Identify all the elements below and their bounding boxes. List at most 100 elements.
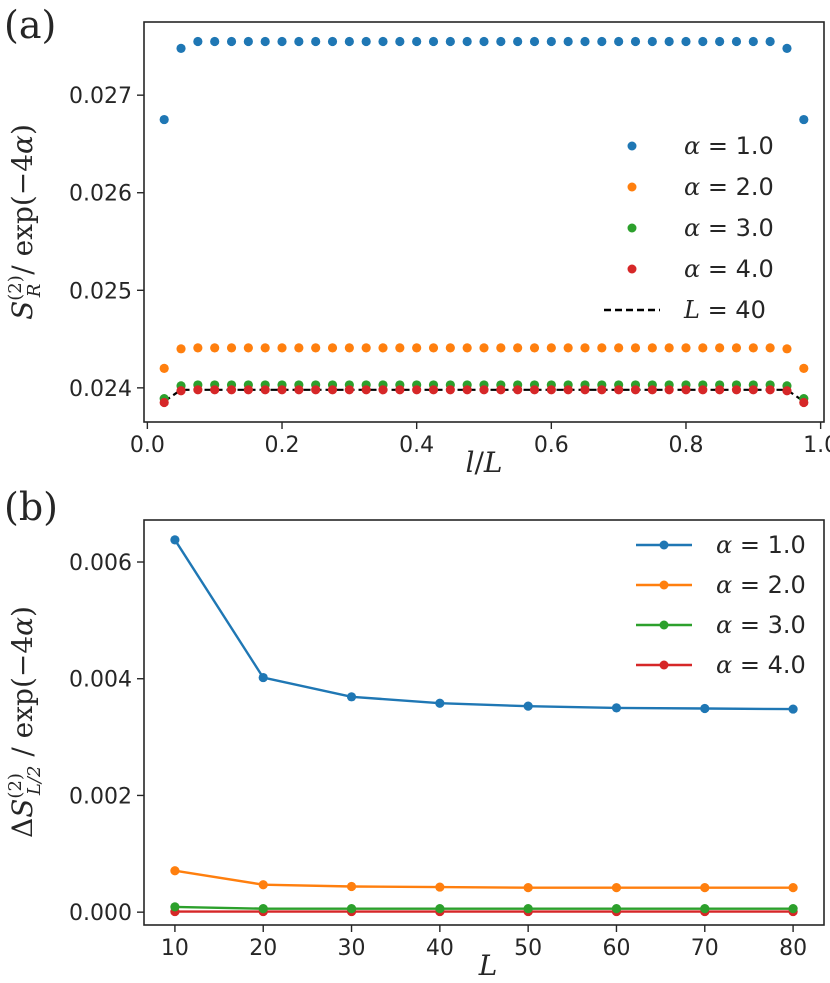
panel-a-label: (a) [4,3,56,47]
x-tick-label: 30 [338,936,366,961]
data-point [445,36,455,47]
data-point [799,397,809,408]
data-point [611,904,622,914]
data-point [462,385,472,395]
legend-label: α = 2.0 [684,173,774,201]
data-point [479,385,489,395]
x-tick-label: 20 [249,936,277,961]
data-point [546,343,556,353]
panel-b-label: (b) [4,485,58,529]
data-point [277,343,287,353]
panel-a-axes: 0.0 0.2 0.4 0.6 0.8 1.0 0.024 0.025 0.026 0.027 [69,84,830,458]
data-point [412,343,422,353]
data-point [799,363,809,373]
x-tick-label: 40 [426,936,454,961]
x-tick-label: 60 [602,936,630,961]
legend-entry: α = 4.0 [627,255,774,283]
data-point [546,385,556,395]
data-point [327,36,338,47]
data-point [563,36,573,47]
data-point [614,36,624,47]
data-point [698,36,708,47]
legend-marker [659,620,669,630]
x-tick-label: 80 [779,936,807,961]
data-point [327,385,338,395]
data-point [210,36,220,47]
data-point [344,36,354,47]
data-point [788,904,798,914]
legend-label: α = 4.0 [684,255,774,283]
x-tick-label: 0.6 [534,433,569,458]
data-point [311,343,321,353]
x-tick-label: 0.4 [399,433,434,458]
data-point [698,343,708,353]
series-alpha-3 [170,902,798,914]
data-point [462,343,472,353]
panel-b-legend: α = 1.0 α = 2.0 α = 3.0 α = 4.0 [636,531,806,679]
data-point [731,343,742,353]
data-point [715,385,725,395]
data-point [258,672,268,683]
data-point [210,343,220,353]
legend-marker [659,540,669,550]
data-point [361,343,371,353]
data-point [597,343,607,353]
data-point [428,36,439,47]
data-point [479,36,489,47]
data-point [327,343,338,353]
data-point [395,385,405,395]
panel-b-xlabel: L [478,949,498,982]
data-point [597,385,607,395]
data-point [681,385,691,395]
x-tick-label: 0.8 [668,433,703,458]
data-point [378,36,388,47]
data-point [412,36,422,47]
data-point [176,344,186,354]
data-point [226,385,237,395]
data-point [170,902,180,912]
data-point [294,385,304,395]
data-point [260,385,270,395]
data-point [346,692,357,702]
data-point [193,36,203,47]
legend-marker [627,264,637,274]
data-point [260,343,270,353]
data-point [630,343,641,353]
data-point [277,36,287,47]
data-point [698,385,708,395]
data-point [597,36,607,47]
data-point [258,904,268,914]
data-point [496,36,506,47]
x-tick-label: 50 [514,936,542,961]
data-point [243,36,253,47]
data-point [563,385,573,395]
data-point [428,385,439,395]
panel-a-xlabel: l/L [466,446,503,479]
panel-b-axes: 10 20 30 40 50 60 70 80 0.000 0.002 0.004 0.006 [69,551,807,961]
data-point [715,36,725,47]
svg-text:ΔS(2)L/2 / exp(−4α): ΔS(2)L/2 / exp(−4α) [5,606,45,838]
data-point [226,36,237,47]
data-point [580,385,590,395]
data-point [311,36,321,47]
data-point [496,385,506,395]
data-point [159,363,169,373]
x-tick-label: 10 [161,936,189,961]
data-point [513,36,523,47]
data-point [546,36,556,47]
data-point [378,385,388,395]
x-tick-label: 0.0 [130,433,165,458]
series-alpha-2 [170,866,798,893]
data-point [614,385,624,395]
legend-entry: α = 2.0 [636,571,806,599]
data-point [378,343,388,353]
panel-b-plot-frame [143,519,825,926]
legend-marker [627,223,637,233]
data-point [243,343,253,353]
data-point [748,36,758,47]
y-tick-label: 0.027 [69,84,132,109]
data-point [700,904,710,914]
y-tick-label: 0.004 [69,668,132,693]
data-point [277,385,287,395]
